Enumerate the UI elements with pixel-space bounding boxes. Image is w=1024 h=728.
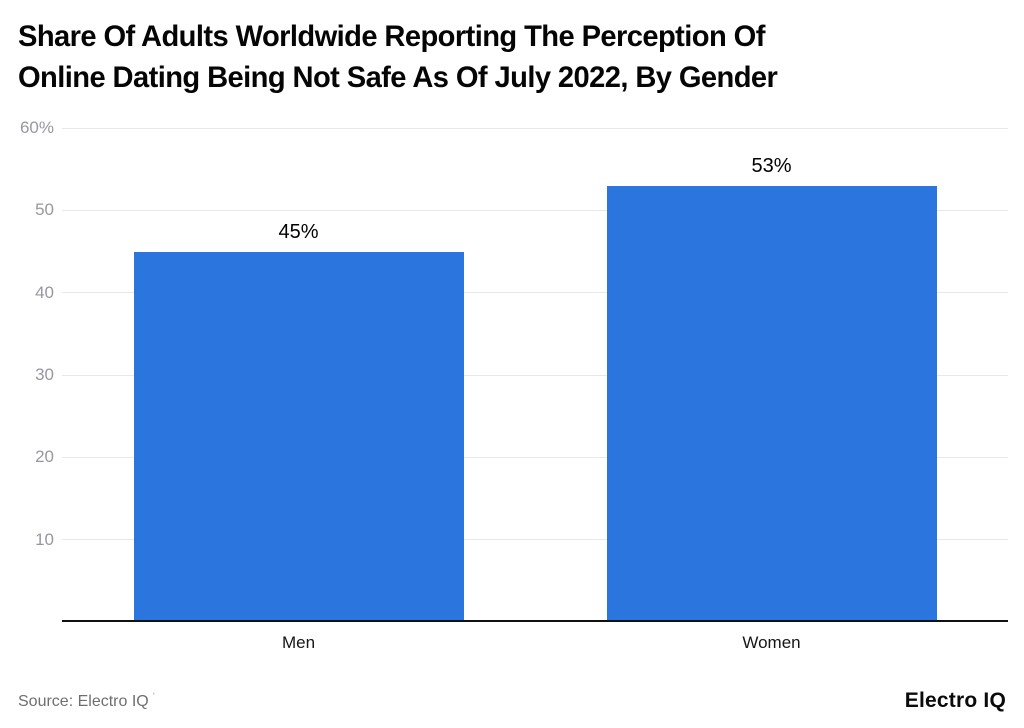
y-gridline-30 <box>62 374 1008 376</box>
x-axis-line <box>62 620 1008 622</box>
y-tick-label-10: 10 <box>35 529 54 549</box>
y-tick-label-50: 50 <box>35 200 54 220</box>
chart-title-line-1: Share Of Adults Worldwide Reporting The … <box>18 20 765 53</box>
y-gridline-40 <box>62 292 1008 294</box>
y-tick-label-30: 30 <box>35 365 54 384</box>
y-gridline-10 <box>62 539 1008 541</box>
y-tick-label-60: 60% <box>19 118 54 137</box>
bar-women <box>606 185 937 622</box>
source-note: Source: Electro IQ ' <box>18 691 155 711</box>
category-label-women: Women <box>742 633 801 652</box>
brand-logo: Electro IQ <box>904 689 1006 712</box>
chart-title-line-2: Online Dating Being Not Safe As Of July … <box>18 61 778 94</box>
y-gridline-60 <box>62 127 1008 129</box>
y-gridline-50 <box>62 209 1008 211</box>
y-gridline-20 <box>62 456 1008 458</box>
value-label-women: 53% <box>751 154 792 177</box>
category-label-men: Men <box>281 633 316 652</box>
bar-men <box>133 251 464 622</box>
y-tick-label-40: 40 <box>35 282 54 302</box>
source-text: Source: Electro IQ <box>18 693 149 710</box>
source-footnote-mark: ' <box>152 691 155 703</box>
y-tick-label-20: 20 <box>35 447 54 467</box>
value-label-men: 45% <box>278 220 319 243</box>
chart-title: Share Of Adults Worldwide Reporting The … <box>18 16 1008 98</box>
